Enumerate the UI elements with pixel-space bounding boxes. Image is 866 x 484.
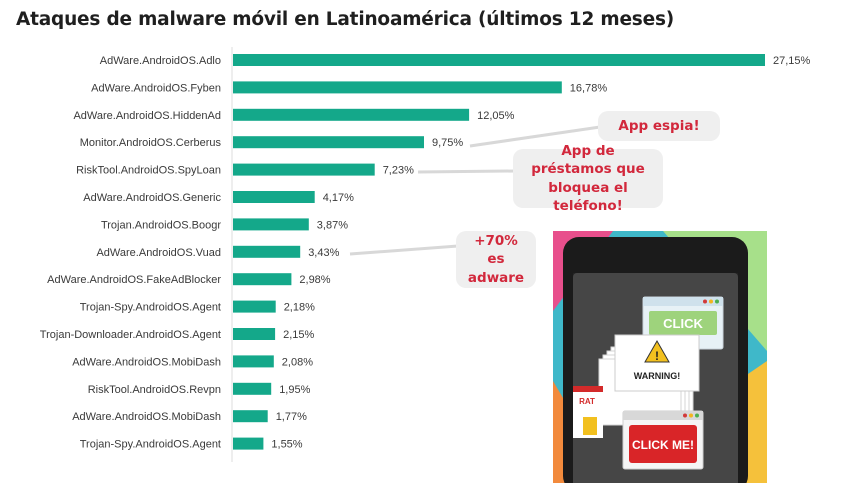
bars-layer: AdWare.AndroidOS.Adlo 27,15% AdWare.Androi… xyxy=(40,54,811,451)
bar xyxy=(233,273,292,286)
bar xyxy=(233,300,276,313)
value-label: 2,08% xyxy=(282,356,313,368)
rat-label: RAT xyxy=(579,397,595,406)
click-me-button xyxy=(629,425,697,463)
callout-spy-app: App espia! xyxy=(598,111,720,141)
bar xyxy=(233,218,309,231)
bar xyxy=(233,355,274,368)
callout-loan-app-text: App de préstamos que bloquea el teléfono… xyxy=(531,143,645,214)
bar xyxy=(233,382,272,395)
category-label: Trojan-Spy.AndroidOS.Agent xyxy=(80,439,221,451)
bar xyxy=(233,437,264,450)
value-label: 2,98% xyxy=(299,274,330,286)
value-label: 27,15% xyxy=(773,55,811,67)
bar xyxy=(233,136,424,149)
value-label: 4,17% xyxy=(323,192,354,204)
bar xyxy=(233,328,276,340)
category-label: AdWare.AndroidOS.MobiDash xyxy=(72,411,221,423)
warning-label: WARNING! xyxy=(634,371,681,381)
svg-text:!: ! xyxy=(655,349,659,363)
bar xyxy=(233,191,315,203)
category-label: RiskTool.AndroidOS.Revpn xyxy=(88,384,221,396)
bar xyxy=(233,163,375,176)
category-label: Trojan.AndroidOS.Boogr xyxy=(101,219,221,231)
bar xyxy=(233,108,470,121)
category-label: Monitor.AndroidOS.Cerberus xyxy=(80,137,222,149)
callout-loan-app: App de préstamos que bloquea el teléfono… xyxy=(513,143,663,214)
click-button xyxy=(649,311,717,335)
chart-title: Ataques de malware móvil en Latinoaméric… xyxy=(16,9,675,30)
category-label: AdWare.AndroidOS.HiddenAd xyxy=(73,110,221,122)
value-label: 2,18% xyxy=(284,302,315,314)
category-label: RiskTool.AndroidOS.SpyLoan xyxy=(76,165,221,177)
category-label: AdWare.AndroidOS.Vuad xyxy=(96,247,221,259)
callout-leader-lines xyxy=(349,125,601,256)
warning-icon xyxy=(644,339,670,363)
category-label: Trojan-Spy.AndroidOS.Agent xyxy=(80,302,221,314)
value-label: 1,77% xyxy=(276,411,307,423)
category-label: AdWare.AndroidOS.MobiDash xyxy=(72,356,221,368)
click-me-popup: CLICK ME! xyxy=(622,410,704,470)
bar xyxy=(233,410,268,423)
value-label: 12,05% xyxy=(477,110,515,122)
value-label: 2,15% xyxy=(283,329,314,341)
value-label: 1,55% xyxy=(271,439,302,451)
value-label: 9,75% xyxy=(432,137,463,149)
phone-malware-illustration: CLICK ! WARNING! RAT CLICK ME! xyxy=(553,231,767,483)
click-me-label: CLICK ME! xyxy=(632,438,694,452)
rat-popup: RAT xyxy=(573,386,603,438)
value-label: 7,23% xyxy=(383,165,414,177)
category-label: AdWare.AndroidOS.Fyben xyxy=(91,82,221,94)
click-label: CLICK xyxy=(663,316,703,331)
value-label: 1,95% xyxy=(279,384,310,396)
bar xyxy=(233,81,562,94)
bar xyxy=(233,54,765,66)
click-popup-top: CLICK xyxy=(642,296,724,350)
category-label: Trojan-Downloader.AndroidOS.Agent xyxy=(40,329,221,341)
bar xyxy=(233,245,301,258)
value-label: 3,87% xyxy=(317,219,348,231)
value-label: 3,43% xyxy=(308,247,339,259)
leader-line-spy-app xyxy=(469,125,601,148)
callout-adware: +70% es adware xyxy=(456,231,536,288)
category-label: AdWare.AndroidOS.Generic xyxy=(83,192,221,204)
category-label: AdWare.AndroidOS.Adlo xyxy=(100,55,221,67)
leader-line-loan-app xyxy=(417,169,516,174)
leader-line-adware xyxy=(349,244,459,256)
callout-spy-app-text: App espia! xyxy=(618,117,700,134)
callout-adware-text: +70% es adware xyxy=(467,233,525,286)
value-label: 16,78% xyxy=(570,82,608,94)
category-label: AdWare.AndroidOS.FakeAdBlocker xyxy=(47,274,221,286)
